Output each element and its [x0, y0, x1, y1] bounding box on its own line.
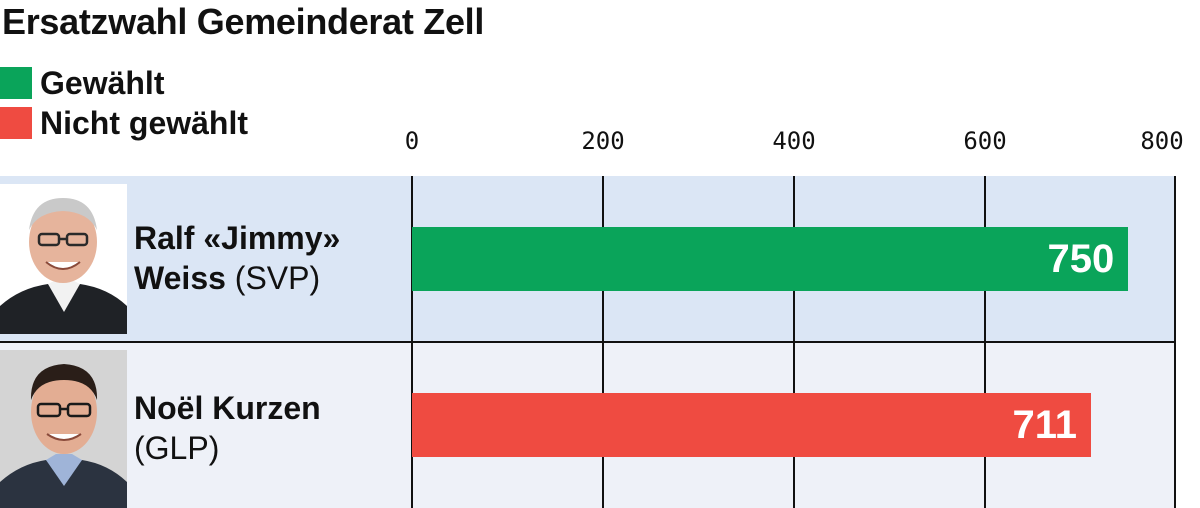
chart-title: Ersatzwahl Gemeinderat Zell	[2, 1, 485, 42]
x-tick-label: 800	[1140, 127, 1184, 155]
candidate-name-weiss: Ralf «Jimmy» Weiss (SVP)	[134, 218, 340, 298]
candidate-surname: Weiss	[134, 260, 226, 296]
candidate-party: (GLP)	[134, 430, 220, 466]
candidate-name-line1: Ralf «Jimmy»	[134, 220, 341, 256]
x-tick-label: 600	[963, 127, 1007, 155]
bar-1	[412, 227, 1129, 291]
candidate-name-line2: (GLP)	[134, 428, 321, 468]
bar-value-label: 711	[1012, 403, 1077, 447]
candidate-photo-weiss	[0, 184, 127, 334]
row-divider	[0, 341, 1176, 343]
legend-swatch-elected	[0, 67, 32, 99]
plot-area: 750 711	[0, 176, 1176, 508]
candidate-photo-kurzen	[0, 350, 127, 508]
legend-item-elected: Gewählt	[0, 63, 248, 103]
x-tick-label: 0	[404, 127, 420, 155]
legend: Gewählt Nicht gewählt	[0, 63, 248, 143]
candidate-party: (SVP)	[234, 260, 321, 296]
bar-value-label: 750	[1047, 237, 1115, 281]
legend-item-not-elected: Nicht gewählt	[0, 103, 248, 143]
legend-label-elected: Gewählt	[40, 65, 165, 101]
candidate-name-line2: Weiss (SVP)	[134, 258, 340, 298]
bar-2	[412, 393, 1091, 457]
legend-swatch-not-elected	[0, 107, 32, 139]
candidate-name-line1: Noël Kurzen	[134, 390, 321, 426]
legend-label-not-elected: Nicht gewählt	[40, 105, 249, 141]
x-tick-label: 400	[772, 127, 816, 155]
candidate-name-kurzen: Noël Kurzen (GLP)	[134, 388, 321, 468]
x-tick-label: 200	[581, 127, 625, 155]
